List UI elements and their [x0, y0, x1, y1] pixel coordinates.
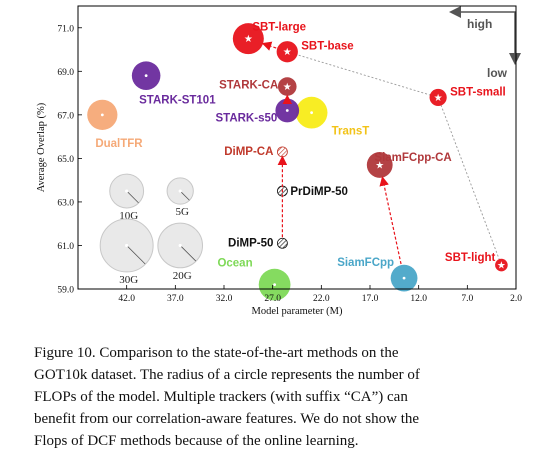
improvement-arrow [383, 179, 401, 265]
y-tick-label: 67.0 [57, 111, 74, 121]
label-siamfcpp-ca: SiamFCpp-CA [374, 152, 451, 164]
x-tick-label: 32.0 [216, 294, 233, 304]
label-sbt-small: SBT-small [450, 86, 506, 98]
label-stark-s50: STARK-s50 [215, 112, 277, 124]
star-marker: ★ [244, 34, 253, 45]
x-axis-label: Model parameter (M) [252, 306, 343, 317]
label-sbt-large: SBT-large [252, 22, 306, 34]
flops-legend-label: 30G [119, 274, 138, 286]
center-dot [145, 74, 148, 77]
caption-line: Flops of DCF methods because of the onli… [34, 430, 512, 452]
flops-legend-label: 5G [175, 206, 189, 218]
y-tick-label: 63.0 [57, 198, 74, 208]
label-prdimp-50: PrDiMP-50 [290, 186, 348, 198]
label-dimp-50: DiMP-50 [228, 237, 273, 249]
label-sbt-light: SBT-light [445, 252, 496, 264]
star-marker: ★ [497, 261, 506, 272]
flops-center-dot [179, 189, 182, 192]
y-tick-label: 65.0 [57, 155, 74, 165]
label-stark-st101: STARK-ST101 [139, 95, 216, 107]
center-dot [273, 283, 276, 286]
trend-line [287, 52, 438, 98]
caption-line: GOT10k dataset. The radius of a circle r… [34, 364, 512, 386]
caption-line: Figure 10. Comparison to the state-of-th… [34, 342, 512, 364]
x-tick-label: 12.0 [410, 294, 427, 304]
y-tick-label: 61.0 [57, 242, 74, 252]
label-siamfcpp: SiamFCpp [337, 257, 394, 269]
figure-caption: Figure 10. Comparison to the state-of-th… [34, 342, 512, 452]
x-tick-label: 2.0 [510, 294, 522, 304]
trend-line [438, 97, 501, 265]
x-tick-label: 17.0 [362, 294, 379, 304]
bubble-dimp-50 [277, 238, 287, 248]
x-tick-label: 42.0 [118, 294, 135, 304]
x-tick-label: 27.0 [264, 294, 281, 304]
caption-line: FLOPs of the model. Multiple trackers (w… [34, 386, 512, 408]
label-stark-ca: STARK-CA [219, 80, 278, 92]
x-tick-label: 7.0 [461, 294, 473, 304]
label-sbt-base: SBT-base [301, 41, 353, 53]
label-dimp-ca: DiMP-CA [224, 146, 273, 158]
low-label: low [487, 66, 508, 80]
star-marker: ★ [283, 47, 292, 58]
center-dot [403, 277, 406, 280]
x-tick-label: 37.0 [167, 294, 184, 304]
label-ocean: Ocean [217, 258, 252, 270]
star-marker: ★ [283, 82, 292, 93]
flops-legend-label: 20G [173, 270, 192, 282]
center-dot [310, 111, 313, 114]
flops-center-dot [179, 244, 182, 247]
center-dot [286, 109, 289, 112]
y-tick-label: 69.0 [57, 68, 74, 78]
caption-line: benefit from our correlation-aware featu… [34, 408, 512, 430]
flops-center-dot [125, 189, 128, 192]
improvement-arrow [264, 44, 276, 48]
bubble-dimp-ca [277, 147, 287, 157]
star-marker: ★ [434, 93, 443, 104]
high-label: high [467, 17, 492, 31]
center-dot [101, 113, 104, 116]
x-tick-label: 22.0 [313, 294, 330, 304]
flops-center-dot [125, 244, 128, 247]
y-tick-label: 71.0 [57, 24, 74, 34]
y-axis-label: Average Overlap (%) [36, 102, 47, 192]
label-dualtfr: DualTFR [95, 138, 143, 150]
label-transt: TransT [332, 126, 370, 138]
y-tick-label: 59.0 [57, 286, 74, 296]
